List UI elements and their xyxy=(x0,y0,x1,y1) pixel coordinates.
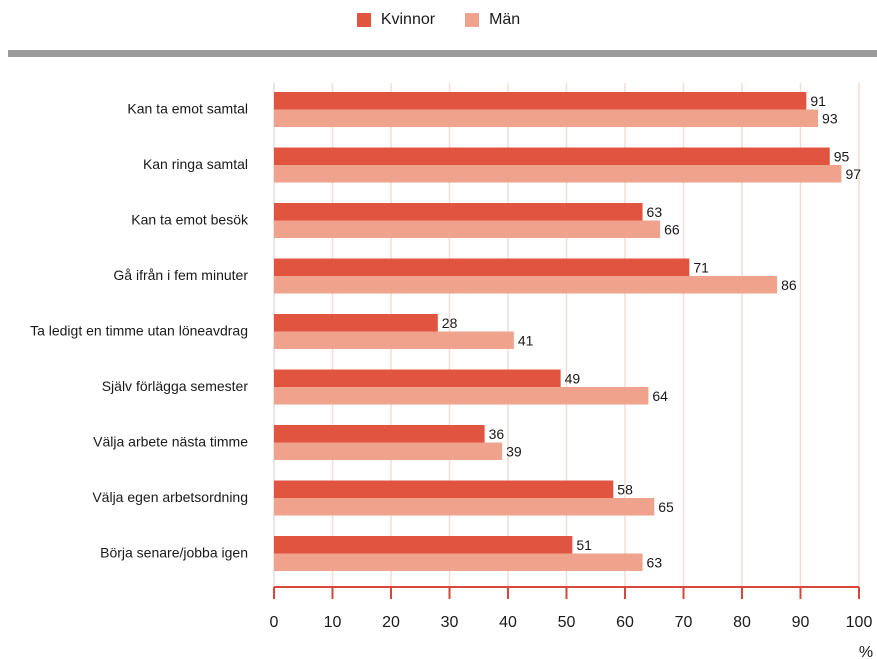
category-label: Välja arbete nästa timme xyxy=(93,434,248,450)
x-tick-label: 0 xyxy=(270,614,279,631)
data-label: 91 xyxy=(810,93,826,109)
bar-kvinnor xyxy=(274,203,643,221)
bar-man xyxy=(274,387,649,405)
category-label: Kan ta emot besök xyxy=(131,212,249,228)
data-label: 64 xyxy=(652,388,668,404)
bar-kvinnor xyxy=(274,480,614,498)
category-label: Kan ringa samtal xyxy=(143,156,248,172)
legend-item-man: Män xyxy=(465,11,520,29)
header-divider xyxy=(8,50,877,57)
bar-man xyxy=(274,109,819,127)
data-label: 51 xyxy=(576,537,592,553)
x-tick-label: 70 xyxy=(675,614,693,631)
x-tick-label: 90 xyxy=(792,614,810,631)
bar-kvinnor xyxy=(274,536,573,554)
category-label: Själv förlägga semester xyxy=(102,378,249,394)
category-label: Gå ifrån i fem minuter xyxy=(113,267,248,283)
data-label: 93 xyxy=(822,111,838,127)
bar-kvinnor xyxy=(274,425,485,443)
bar-man xyxy=(274,331,514,349)
x-tick-label: 20 xyxy=(382,614,400,631)
x-axis-unit: % xyxy=(859,644,873,659)
data-label: 66 xyxy=(664,222,680,238)
bar-man xyxy=(274,165,842,183)
legend-swatch-man xyxy=(465,13,480,27)
x-tick-label: 10 xyxy=(324,614,342,631)
data-label: 97 xyxy=(845,166,861,182)
bar-man xyxy=(274,442,503,460)
bar-man xyxy=(274,276,778,294)
data-label: 86 xyxy=(781,277,797,293)
category-label: Kan ta emot samtal xyxy=(127,101,248,117)
legend-swatch-kvinnor xyxy=(356,13,371,27)
data-label: 71 xyxy=(693,260,709,276)
data-label: 28 xyxy=(442,315,458,331)
data-label: 95 xyxy=(834,149,850,165)
category-label: Börja senare/jobba igen xyxy=(100,545,248,561)
bar-kvinnor xyxy=(274,92,807,110)
x-tick-label: 60 xyxy=(616,614,634,631)
category-label: Välja egen arbetsordning xyxy=(92,489,248,505)
data-label: 36 xyxy=(489,426,505,442)
data-label: 39 xyxy=(506,444,522,460)
legend-item-kvinnor: Kvinnor xyxy=(356,11,436,29)
bar-kvinnor xyxy=(274,314,438,332)
x-tick-label: 50 xyxy=(558,614,576,631)
legend-label-kvinnor: Kvinnor xyxy=(380,11,436,28)
x-tick-label: 30 xyxy=(441,614,459,631)
data-label: 63 xyxy=(647,555,663,571)
category-label: Ta ledigt en timme utan löneavdrag xyxy=(30,323,248,339)
legend-label-man: Män xyxy=(489,11,521,28)
data-label: 65 xyxy=(658,499,674,515)
legend: Kvinnor Män xyxy=(0,8,877,32)
bar-man xyxy=(274,498,655,516)
bar-kvinnor xyxy=(274,147,830,165)
bar-kvinnor xyxy=(274,258,690,276)
data-label: 63 xyxy=(647,204,663,220)
bar-kvinnor xyxy=(274,369,561,387)
bar-man xyxy=(274,553,643,571)
bar-man xyxy=(274,220,661,238)
x-tick-label: 100 xyxy=(846,614,873,631)
data-label: 58 xyxy=(617,482,633,498)
x-tick-label: 80 xyxy=(733,614,751,631)
x-tick-label: 40 xyxy=(499,614,517,631)
data-label: 41 xyxy=(518,333,534,349)
data-label: 49 xyxy=(565,371,581,387)
